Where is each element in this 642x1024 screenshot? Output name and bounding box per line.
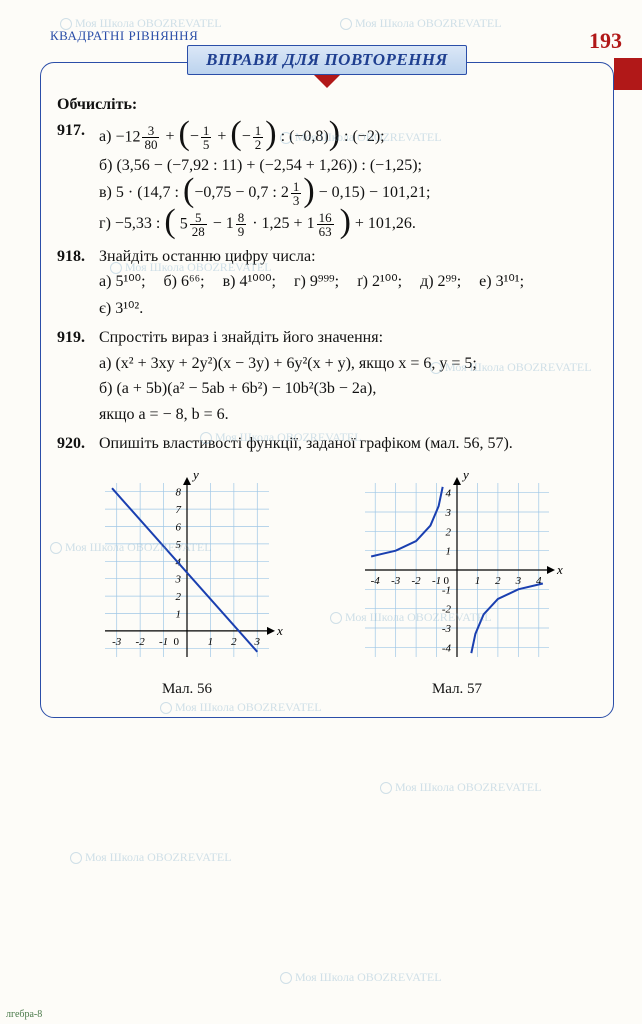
problem-920: 920. Опишіть властивості функції, задано… bbox=[57, 433, 597, 455]
svg-text:3: 3 bbox=[254, 636, 261, 648]
lead-text: Обчисліть: bbox=[57, 94, 597, 116]
svg-text:2: 2 bbox=[446, 526, 452, 538]
p917-d: г) −5,33 : ( 5528 − 189 · 1,25 + 11663 )… bbox=[99, 211, 597, 238]
svg-text:-3: -3 bbox=[442, 623, 452, 635]
svg-text:2: 2 bbox=[176, 591, 182, 603]
problem-918: 918. Знайдіть останню цифру числа: а) 5¹… bbox=[57, 246, 597, 323]
p917-b: б) (3,56 − (−7,92 : 11) + (−2,54 + 1,26)… bbox=[99, 155, 597, 177]
graphs-row: -3 -2 -1 1 2 3 1 2 3 4 5 6 7 8 x y 0 Мал. 56 -4 -3 -2 -1 1 2 3… bbox=[57, 465, 597, 699]
footer-note: лгебра-8 bbox=[6, 1009, 42, 1020]
problem-917: 917. а) −12380 + (−15 + (−12) : (−0,8)) … bbox=[57, 120, 597, 243]
problem-body: Опишіть властивості функції, заданої гра… bbox=[99, 433, 597, 455]
problem-body: Знайдіть останню цифру числа: а) 5¹⁰⁰; б… bbox=[99, 246, 597, 323]
svg-text:-1: -1 bbox=[159, 636, 168, 648]
svg-text:1: 1 bbox=[208, 636, 214, 648]
page-frame: ВПРАВИ ДЛЯ ПОВТОРЕННЯ Обчисліть: 917. а)… bbox=[40, 62, 614, 718]
svg-text:y: y bbox=[461, 467, 469, 482]
chart-graph-57: -4-3-2-11234-4-3-2-11234xy0 bbox=[347, 465, 567, 675]
caption-56: Мал. 56 bbox=[87, 679, 287, 699]
svg-text:x: x bbox=[556, 562, 563, 577]
problem-number: 920. bbox=[57, 433, 99, 455]
problem-919: 919. Спростіть вираз і знайдіть його зна… bbox=[57, 327, 597, 429]
svg-text:4: 4 bbox=[446, 488, 452, 500]
banner-title: ВПРАВИ ДЛЯ ПОВТОРЕННЯ bbox=[187, 45, 467, 75]
problem-body: а) −12380 + (−15 + (−12) : (−0,8)) : (−2… bbox=[99, 120, 597, 243]
svg-text:3: 3 bbox=[175, 574, 182, 586]
problem-number: 919. bbox=[57, 327, 99, 429]
svg-text:-2: -2 bbox=[412, 575, 422, 587]
svg-text:0: 0 bbox=[444, 575, 450, 587]
svg-text:3: 3 bbox=[515, 575, 522, 587]
banner: ВПРАВИ ДЛЯ ПОВТОРЕННЯ bbox=[57, 45, 597, 88]
svg-text:7: 7 bbox=[176, 504, 182, 516]
svg-text:3: 3 bbox=[445, 507, 452, 519]
svg-text:2: 2 bbox=[495, 575, 501, 587]
svg-text:1: 1 bbox=[446, 546, 452, 558]
svg-text:x: x bbox=[276, 623, 283, 638]
problem-number: 917. bbox=[57, 120, 99, 243]
svg-text:1: 1 bbox=[176, 608, 182, 620]
svg-text:y: y bbox=[191, 467, 199, 482]
svg-text:-4: -4 bbox=[371, 575, 381, 587]
svg-text:-3: -3 bbox=[391, 575, 401, 587]
red-tab-icon bbox=[614, 58, 642, 90]
graph-56: -3-2-112312345678xy0 Мал. 56 bbox=[87, 465, 287, 699]
svg-text:-2: -2 bbox=[136, 636, 146, 648]
problem-number: 918. bbox=[57, 246, 99, 323]
chart-graph-56: -3-2-112312345678xy0 bbox=[87, 465, 287, 675]
svg-text:0: 0 bbox=[174, 636, 180, 648]
caption-57: Мал. 57 bbox=[347, 679, 567, 699]
svg-text:-4: -4 bbox=[442, 642, 452, 654]
graph-57: -4-3-2-11234-4-3-2-11234xy0 Мал. 57 bbox=[347, 465, 567, 699]
svg-text:6: 6 bbox=[176, 521, 182, 533]
svg-text:2: 2 bbox=[231, 636, 237, 648]
svg-text:-2: -2 bbox=[442, 604, 452, 616]
svg-text:5: 5 bbox=[176, 539, 182, 551]
content: Обчисліть: 917. а) −12380 + (−15 + (−12)… bbox=[57, 94, 597, 699]
svg-text:1: 1 bbox=[475, 575, 481, 587]
p918-items: а) 5¹⁰⁰; б) 6⁶⁶; в) 4¹⁰⁰⁰; г) 9⁹⁹⁹; ґ) 2… bbox=[99, 268, 597, 323]
svg-text:-1: -1 bbox=[432, 575, 441, 587]
problem-body: Спростіть вираз і знайдіть його значення… bbox=[99, 327, 597, 429]
chevron-down-icon bbox=[313, 74, 341, 88]
p917-a: а) −12380 + (−15 + (−12) : (−0,8)) : (−2… bbox=[99, 124, 597, 151]
svg-text:8: 8 bbox=[176, 487, 182, 499]
svg-text:-3: -3 bbox=[112, 636, 122, 648]
